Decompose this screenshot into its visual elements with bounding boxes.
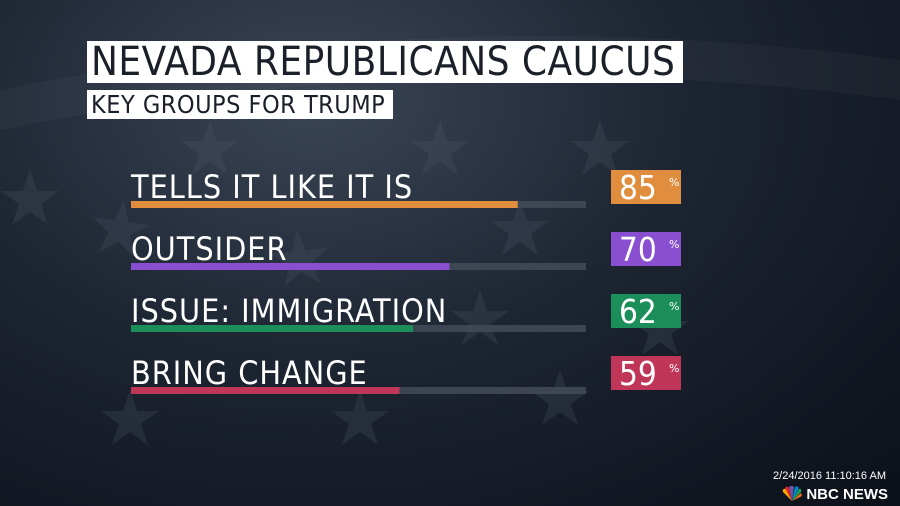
value-box	[611, 294, 681, 328]
value-label: 59	[619, 354, 657, 393]
chart-subtitle: KEY GROUPS FOR TRUMP	[87, 90, 394, 119]
category-label: OUTSIDER	[131, 230, 287, 268]
percent-sign: %	[669, 176, 679, 189]
value-box	[611, 356, 681, 390]
value-label: 85	[619, 168, 657, 207]
peacock-icon	[783, 486, 803, 501]
bar	[131, 325, 414, 332]
logo-text: NBC NEWS	[806, 485, 888, 503]
nbc-news-logo: NBC NEWS	[781, 485, 888, 503]
value-label: 70	[619, 230, 657, 269]
percent-sign: %	[669, 238, 679, 251]
category-label: ISSUE: IMMIGRATION	[131, 292, 447, 330]
value-label: 62	[619, 292, 657, 331]
value-box	[611, 232, 681, 266]
category-label: TELLS IT LIKE IT IS	[130, 168, 413, 206]
percent-sign: %	[669, 300, 679, 313]
chart-title: NEVADA REPUBLICANS CAUCUS	[87, 41, 684, 83]
percent-sign: %	[669, 362, 679, 375]
bar	[131, 263, 450, 270]
value-box	[611, 170, 681, 204]
timestamp: 2/24/2016 11:10:16 AM	[773, 470, 886, 482]
category-label: BRING CHANGE	[131, 354, 368, 392]
bar	[131, 387, 400, 394]
bar	[131, 201, 518, 208]
